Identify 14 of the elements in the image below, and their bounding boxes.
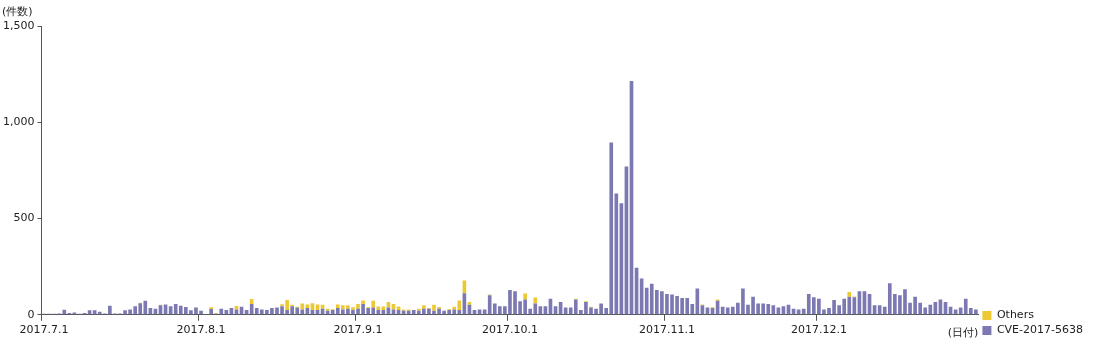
y-tick-label: 500 (13, 211, 35, 225)
y-tick-label: 1,500 (2, 18, 35, 32)
x-axis-title: (日付) (947, 326, 979, 340)
x-tick-label: 2017.11.1 (638, 323, 695, 337)
x-tick-label: 2017.10.1 (481, 323, 538, 337)
x-tick-label: 2017.12.1 (790, 323, 847, 337)
y-tick-label: 1,000 (2, 115, 35, 129)
x-tick-label: 2017.7.1 (19, 323, 69, 337)
legend-label: Others (996, 308, 1035, 322)
y-axis-title: (件数) (2, 4, 33, 18)
legend-label: CVE-2017-5638 (996, 323, 1084, 337)
x-tick-label: 2017.8.1 (176, 323, 226, 337)
y-tick-label: 0 (27, 307, 35, 321)
x-tick-label: 2017.9.1 (333, 323, 383, 337)
